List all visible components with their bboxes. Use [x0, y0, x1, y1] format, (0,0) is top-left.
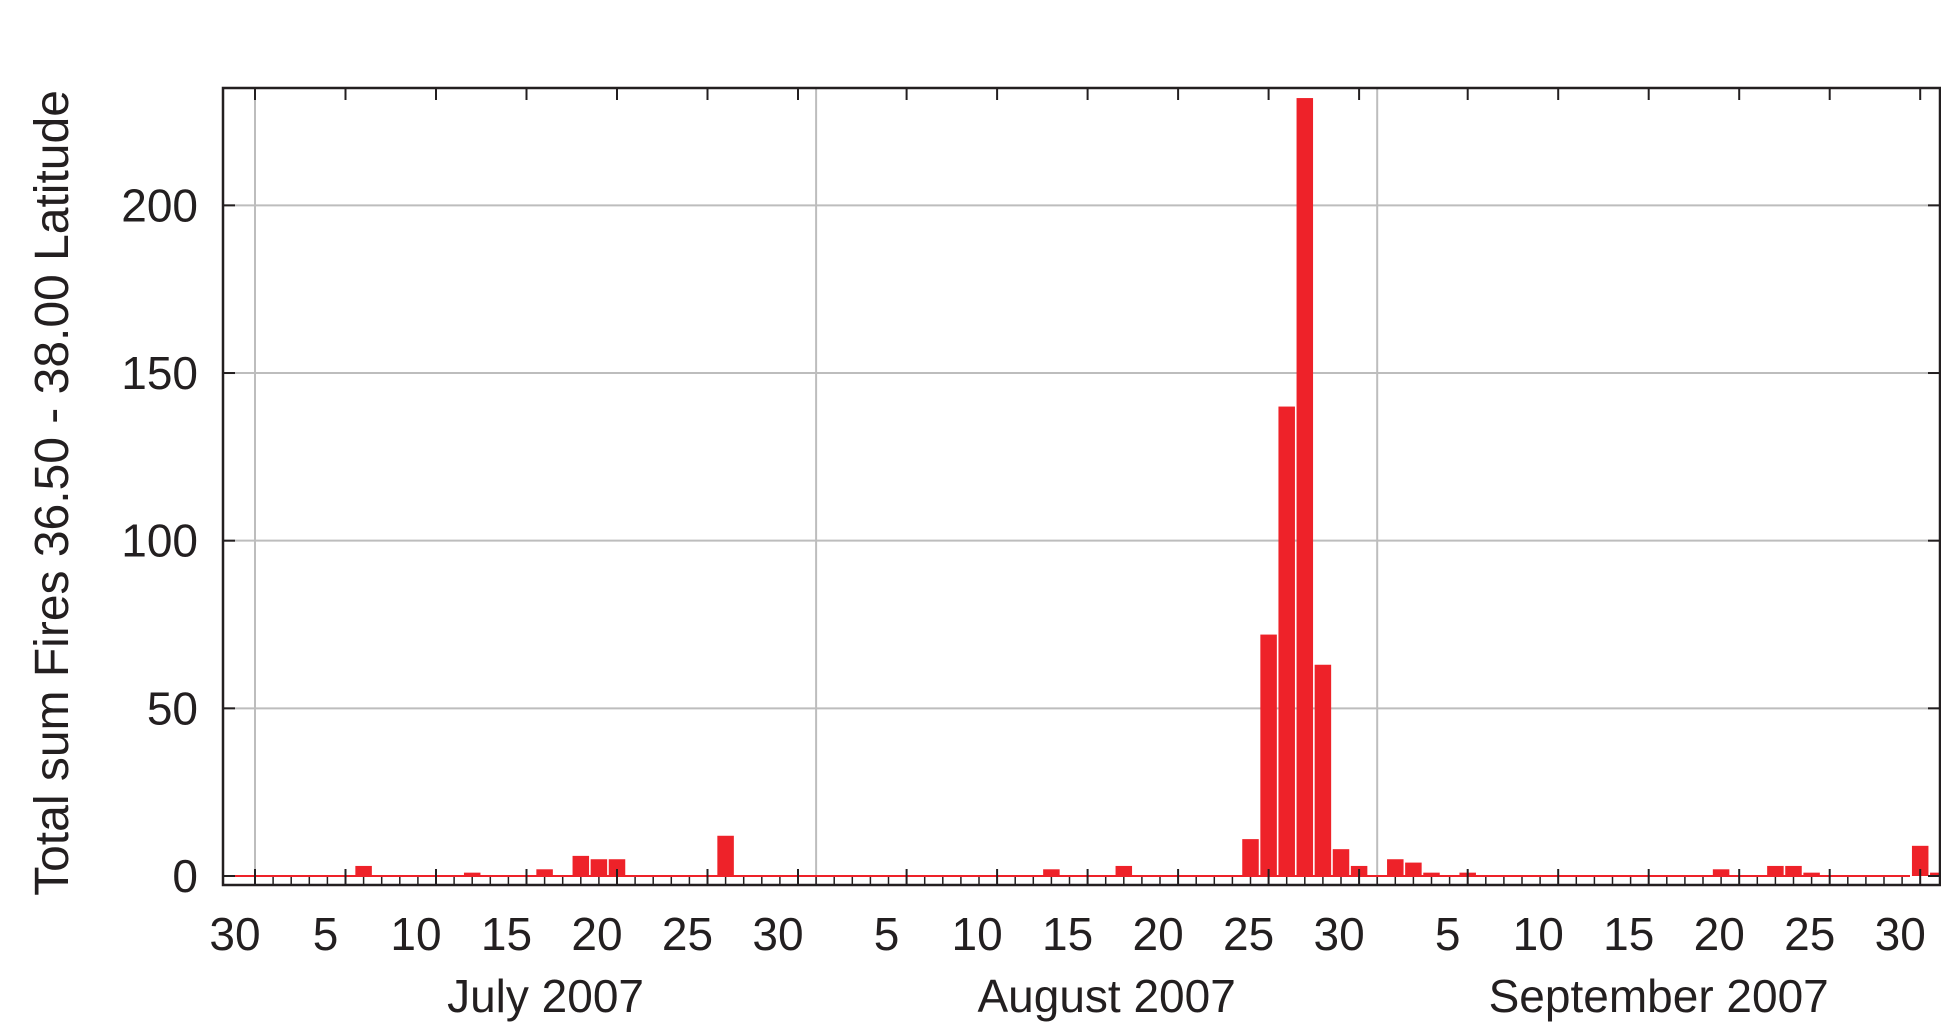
x-tick-label: 10 — [390, 908, 441, 960]
x-tick-label: 5 — [1435, 908, 1461, 960]
bar — [1278, 406, 1295, 876]
bar — [1242, 839, 1259, 876]
bar — [463, 872, 481, 876]
bars — [223, 98, 1941, 877]
month-label: July 2007 — [447, 970, 644, 1022]
x-tick-label: 15 — [1603, 908, 1654, 960]
tick-labels: 0 50 100 150 200 30 5 10 15 20 25 30 5 10 15 20 25 30 5 10 1… — [121, 179, 1926, 1022]
x-tick-label: 10 — [952, 908, 1003, 960]
x-tick-label: 10 — [1513, 908, 1564, 960]
x-tick-label: 20 — [1694, 908, 1745, 960]
x-tick-label: 15 — [1042, 908, 1093, 960]
bar — [608, 859, 626, 876]
bar — [717, 835, 734, 876]
x-tick-label: 30 — [1314, 908, 1365, 960]
x-tick-label: 25 — [1223, 908, 1274, 960]
y-tick-label: 0 — [172, 850, 198, 902]
y-tick-label: 200 — [121, 179, 198, 231]
bar — [1296, 98, 1314, 877]
x-tick-label: 25 — [1784, 908, 1835, 960]
bar — [1930, 872, 1941, 876]
bar — [572, 855, 590, 876]
x-tick-label: 30 — [1875, 908, 1926, 960]
x-tick-label: 5 — [313, 908, 339, 960]
bar — [355, 865, 372, 876]
y-axis-title: Total sum Fires 36.50 - 38.00 Latitude — [26, 90, 79, 896]
x-tick-label: 20 — [571, 908, 622, 960]
bar — [1314, 664, 1332, 876]
bar — [1405, 862, 1422, 876]
bar — [1332, 849, 1350, 876]
bar — [1712, 869, 1730, 876]
bar — [1803, 872, 1820, 876]
plot-frame — [221, 86, 1941, 887]
x-tick-label: 20 — [1133, 908, 1184, 960]
y-tick-label: 100 — [121, 515, 198, 567]
bar — [590, 859, 608, 876]
y-tick-label: 50 — [147, 682, 198, 734]
gridlines — [223, 88, 1940, 885]
x-tick-label: 15 — [481, 908, 532, 960]
bar — [1423, 872, 1440, 876]
month-label: September 2007 — [1489, 970, 1829, 1022]
x-tick-label: 5 — [874, 908, 900, 960]
bar — [1387, 859, 1404, 876]
axes — [221, 86, 1941, 887]
bar — [536, 869, 553, 876]
bar — [1260, 634, 1277, 876]
month-label: August 2007 — [977, 970, 1235, 1022]
x-tick-label: 30 — [752, 908, 803, 960]
bar — [1911, 845, 1929, 876]
y-tick-label: 150 — [121, 347, 198, 399]
x-tick-label: 25 — [662, 908, 713, 960]
x-tick-label: 30 — [209, 908, 260, 960]
bar — [1785, 865, 1802, 876]
bar — [1043, 869, 1060, 876]
bar — [1767, 865, 1784, 876]
bar — [1115, 865, 1133, 876]
